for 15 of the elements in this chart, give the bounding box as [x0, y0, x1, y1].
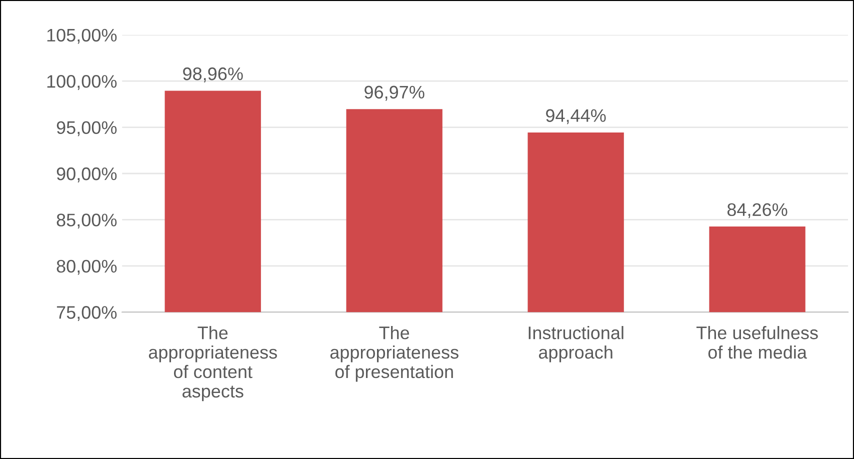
y-tick-label: 90,00%	[56, 167, 117, 182]
data-label: 84,26%	[727, 203, 788, 218]
y-tick-label: 85,00%	[56, 214, 117, 229]
y-tick-label: 105,00%	[47, 28, 117, 44]
x-tick-label: The appropriateness of presentation	[330, 326, 458, 382]
data-label: 98,96%	[183, 67, 243, 82]
y-tick-label: 100,00%	[47, 75, 117, 90]
data-label: 94,44%	[546, 109, 606, 124]
y-tick-label: 80,00%	[56, 260, 117, 275]
x-tick-label: Instructional approach	[528, 326, 624, 362]
data-label: 96,97%	[364, 86, 424, 101]
x-tick-label: The appropriateness of content aspects	[148, 326, 277, 402]
y-tick-label: 95,00%	[56, 121, 117, 136]
y-tick-label: 75,00%	[56, 306, 117, 321]
x-tick-label: The usefulness of the media	[696, 326, 818, 359]
